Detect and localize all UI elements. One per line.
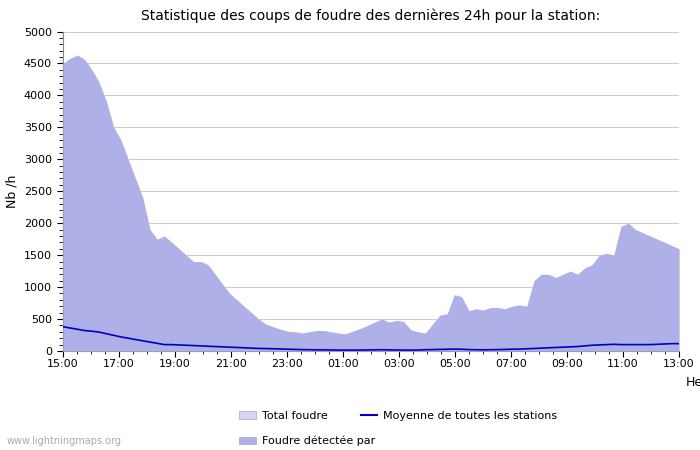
Legend: Foudre détectée par: Foudre détectée par bbox=[235, 432, 379, 450]
Title: Statistique des coups de foudre des dernières 24h pour la station:: Statistique des coups de foudre des dern… bbox=[141, 9, 601, 23]
Text: Heure: Heure bbox=[686, 376, 700, 389]
Y-axis label: Nb /h: Nb /h bbox=[5, 175, 18, 208]
Text: www.lightningmaps.org: www.lightningmaps.org bbox=[7, 436, 122, 446]
